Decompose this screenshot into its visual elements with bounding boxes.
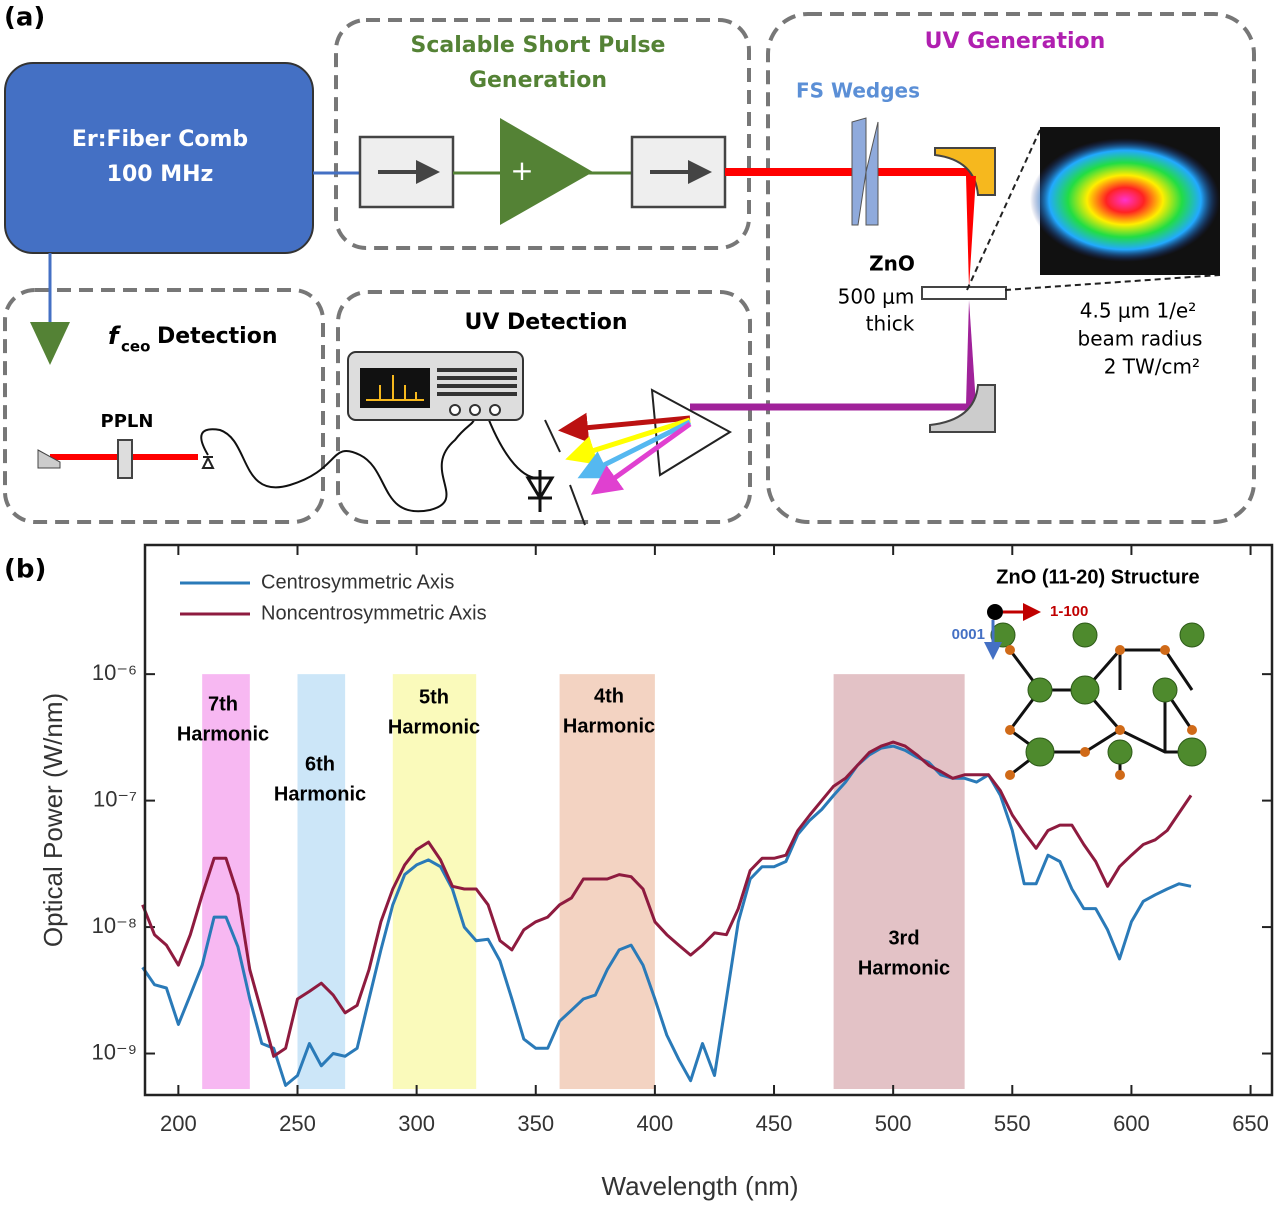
x-tick-label: 500 bbox=[875, 1111, 912, 1136]
band-label: 5th bbox=[419, 686, 449, 708]
x-axis-label: Wavelength (nm) bbox=[602, 1171, 799, 1201]
panel-label: (b) bbox=[4, 555, 46, 585]
x-tick-label: 250 bbox=[279, 1111, 316, 1136]
crystal-label: ZnO bbox=[869, 252, 915, 276]
beam bbox=[966, 176, 976, 288]
x-tick-label: 350 bbox=[517, 1111, 554, 1136]
legend-label: Centrosymmetric Axis bbox=[261, 571, 454, 593]
group-title: Scalable Short Pulse bbox=[411, 33, 666, 58]
diagram: (a) Er:Fiber Comb 100 MHz + Scalable Sho… bbox=[3, 3, 1256, 526]
y-axis-label: Optical Power (W/nm) bbox=[38, 693, 68, 947]
y-tick-label: 10⁻⁸ bbox=[92, 913, 137, 938]
band-label: Harmonic bbox=[274, 783, 366, 805]
ppln bbox=[117, 439, 133, 479]
legend-label: Noncentrosymmetric Axis bbox=[261, 602, 487, 624]
series-line bbox=[141, 740, 1193, 1058]
origin bbox=[987, 604, 1003, 620]
mirror bbox=[934, 147, 996, 196]
group-title: Generation bbox=[469, 68, 607, 93]
beam bbox=[966, 300, 976, 405]
harmonic-band bbox=[392, 674, 477, 1089]
group-title: UV Generation bbox=[925, 29, 1106, 54]
amplifier bbox=[500, 118, 593, 225]
band-label: Harmonic bbox=[177, 723, 269, 745]
inset-axis-label: 1-100 bbox=[1050, 603, 1088, 620]
y-tick-label: 10⁻⁷ bbox=[93, 786, 137, 811]
bands: 7th Harmonic 6th Harmonic 5th Harmonic 4th Harm… bbox=[177, 674, 965, 1089]
mirror bbox=[37, 449, 61, 469]
photodiode bbox=[525, 470, 555, 512]
x-tick-label: 450 bbox=[756, 1111, 793, 1136]
photodiode bbox=[201, 455, 215, 469]
ppln-label: PPLN bbox=[101, 411, 154, 432]
scope-buttons bbox=[437, 368, 517, 396]
harmonic-band bbox=[559, 674, 655, 1089]
amplifier bbox=[30, 322, 70, 365]
laser-label: 100 MHz bbox=[107, 162, 214, 187]
band-label: Harmonic bbox=[858, 957, 950, 979]
amplifier-sign: + bbox=[510, 154, 533, 187]
harmonic-band bbox=[833, 674, 965, 1089]
fceo-subscript: ceo bbox=[121, 338, 150, 356]
scope-trace bbox=[366, 375, 424, 401]
inset: ZnO (11-20) Structure 1-100 0001 bbox=[952, 566, 1207, 780]
beam-label: beam radius bbox=[1078, 327, 1203, 351]
slit bbox=[544, 419, 561, 453]
group-title: Detection bbox=[157, 324, 278, 349]
x-tick-label: 550 bbox=[994, 1111, 1031, 1136]
scope-knobs bbox=[449, 404, 501, 416]
x-tick-label: 300 bbox=[398, 1111, 435, 1136]
beam-spot bbox=[1030, 138, 1220, 262]
x-tick-label: 650 bbox=[1232, 1111, 1269, 1136]
wedges-label: FS Wedges bbox=[796, 79, 920, 103]
crystal-label: 500 μm bbox=[838, 285, 915, 309]
zno-plate bbox=[921, 286, 1007, 300]
beam-label: 4.5 μm 1/e² bbox=[1080, 299, 1197, 323]
inset-title: ZnO (11-20) Structure bbox=[996, 566, 1199, 588]
x-tick-label: 200 bbox=[160, 1111, 197, 1136]
wedge bbox=[865, 121, 879, 226]
scope-screen bbox=[360, 368, 430, 408]
zn-atoms bbox=[990, 622, 1207, 767]
laser-label: Er:Fiber Comb bbox=[72, 127, 248, 152]
panel-label: (a) bbox=[4, 3, 45, 33]
mirror bbox=[929, 384, 996, 433]
x-tick-label: 400 bbox=[637, 1111, 674, 1136]
ray bbox=[590, 421, 692, 495]
chart: (b) 7th Harmonic 6th Harmonic 5th Harmonic 4th… bbox=[4, 543, 1274, 1201]
zoom-line bbox=[1004, 274, 1221, 291]
y-tick-label: 10⁻⁹ bbox=[91, 1039, 137, 1064]
beam-label: 2 TW/cm² bbox=[1104, 355, 1200, 379]
band-label: 7th bbox=[208, 693, 238, 715]
harmonic-band bbox=[297, 674, 346, 1089]
o-atoms bbox=[1005, 645, 1197, 780]
cable bbox=[200, 409, 541, 513]
group-title: UV Detection bbox=[464, 310, 627, 335]
plot-frame bbox=[143, 543, 1274, 1097]
series-line bbox=[141, 744, 1192, 1087]
crystal-label: thick bbox=[866, 312, 915, 336]
harmonic-band bbox=[202, 674, 250, 1089]
x-tick-label: 600 bbox=[1113, 1111, 1150, 1136]
band-label: 4th bbox=[594, 685, 624, 707]
band-label: 3rd bbox=[888, 927, 919, 949]
band-label: Harmonic bbox=[563, 715, 655, 737]
wedge bbox=[851, 117, 867, 226]
y-tick-label: 10⁻⁶ bbox=[92, 660, 137, 685]
band-label: 6th bbox=[305, 753, 335, 775]
inset-axis-label: 0001 bbox=[952, 626, 985, 643]
band-label: Harmonic bbox=[388, 716, 480, 738]
laser-box bbox=[4, 62, 314, 254]
slit bbox=[569, 484, 586, 526]
fceo-symbol: f bbox=[108, 322, 121, 350]
ray bbox=[558, 412, 691, 443]
